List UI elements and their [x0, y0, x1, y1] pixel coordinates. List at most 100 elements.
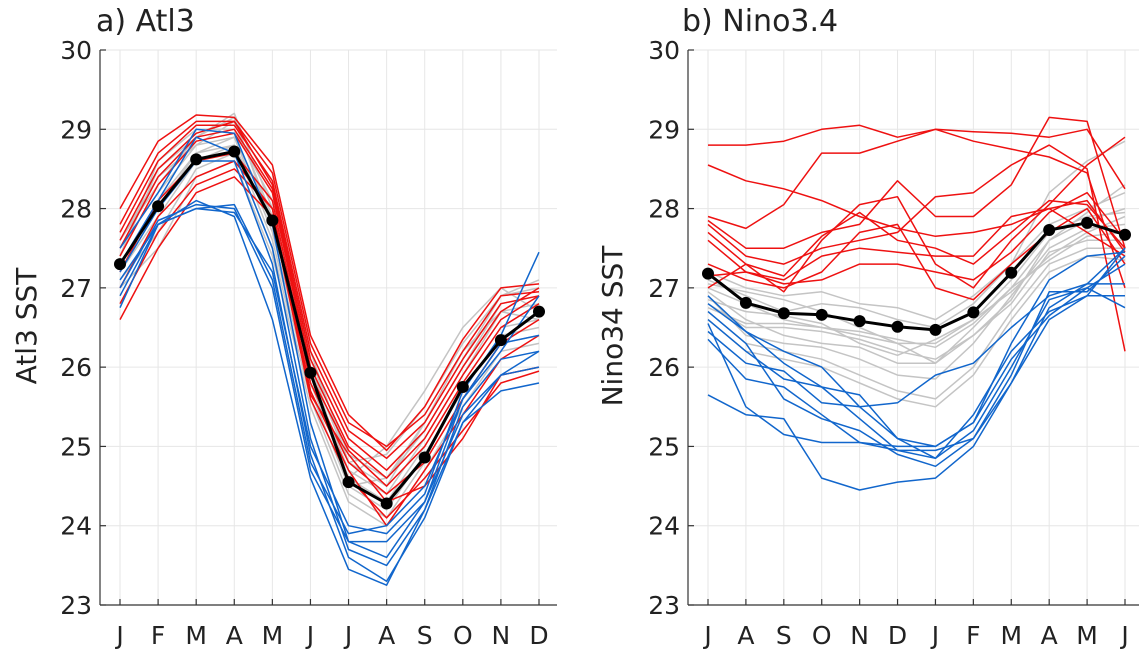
- panel-a-ylabel: Atl3 SST: [10, 267, 43, 385]
- panel-a-mean-point: [456, 380, 469, 393]
- panel-b-series-neutral-line: [707, 247, 1125, 400]
- panel-b-ytick-label: 30: [648, 36, 680, 65]
- panel-a-series-warm-line: [119, 160, 540, 527]
- panel-b-ytick-label: 27: [648, 274, 680, 303]
- panel-a-xtick-label: S: [417, 621, 433, 650]
- panel-b-series-neutral-line: [707, 192, 1126, 329]
- panel-b-series-warm-line: [707, 136, 1126, 293]
- panel-a-mean-point: [380, 497, 393, 510]
- panel-b-series-warm-line: [707, 207, 1126, 281]
- panel-a-mean-point: [114, 258, 126, 271]
- panel-b-mean-point: [777, 307, 790, 320]
- panel-b-series-cold-line: [707, 283, 1125, 408]
- panel-a-xtick-label: N: [492, 621, 511, 650]
- panel-a-series-warm-line: [119, 124, 540, 460]
- panel-b-series-neutral-line: [707, 184, 1126, 364]
- panel-a-series-cold-line: [119, 136, 540, 567]
- panel-b-mean-point: [702, 267, 714, 280]
- panel-b-xtick-label: M: [1076, 621, 1098, 650]
- panel-b-xtick-label: N: [850, 621, 869, 650]
- panel-a-ytick-label: 28: [60, 195, 92, 224]
- panel-a-ytick-label: 25: [60, 432, 92, 461]
- panel-b-series-warm-line: [707, 128, 1126, 289]
- panel-a-xtick-label: O: [453, 621, 473, 650]
- panel-b-mean-point: [853, 315, 866, 328]
- panel-b-mean-point: [1081, 216, 1094, 229]
- panel-b-series-warm-line: [707, 191, 1126, 285]
- panel-b-xtick-label: J: [702, 621, 711, 650]
- panel-b-ytick-label: 23: [648, 591, 680, 620]
- panel-b-series-warm-line: [708, 124, 1126, 190]
- panel-b-series-warm-line: [707, 144, 1126, 352]
- panel-b-series-neutral-line: [707, 207, 1126, 364]
- panel-b-ytick-label: 28: [648, 195, 680, 224]
- panel-a-axes: [99, 49, 557, 606]
- panel-b-xtick-label: J: [1119, 621, 1128, 650]
- panel-a-xtick-label: F: [151, 621, 165, 650]
- panel-b-mean-point: [967, 306, 980, 319]
- panel-a-xtick-label: J: [305, 621, 314, 650]
- panel-a-xtick-label: D: [529, 621, 548, 650]
- panel-a-mean-point: [342, 476, 355, 489]
- panel-b-axes: [687, 49, 1139, 606]
- panel-b-mean-point: [815, 308, 828, 321]
- panel-a-series-cold-line: [119, 128, 540, 559]
- panel-a-ytick-label: 27: [60, 274, 92, 303]
- panel-b-mean-point: [891, 320, 904, 333]
- panel-a-mean-point: [533, 305, 545, 318]
- panel-a-series-warm-line: [119, 128, 540, 479]
- panel-a-series-warm-line: [119, 114, 540, 452]
- panel-b-xtick-label: A: [737, 621, 754, 650]
- panel-a-title: a) Atl3: [96, 4, 195, 39]
- panel-a-series-warm-line: [119, 120, 540, 448]
- panel-b-xtick-label: J: [930, 621, 939, 650]
- panel-a-series-warm-line: [119, 168, 540, 503]
- panel-b-series-neutral-line: [707, 223, 1126, 380]
- panel-b-ytick-label: 25: [648, 432, 680, 461]
- panel-a-ytick-label: 23: [60, 591, 92, 620]
- panel-a-series-neutral-line: [119, 144, 540, 487]
- panel-b-ytick-label: 24: [648, 512, 680, 541]
- panel-b-series-warm-line: [707, 116, 1126, 249]
- panel-a-xtick-label: A: [378, 621, 395, 650]
- panel-a-mean-point: [418, 451, 431, 464]
- panel-b-xtick-label: F: [966, 621, 980, 650]
- panel-a-ytick-label: 30: [60, 36, 92, 65]
- panel-a-mean-point: [266, 214, 279, 227]
- panel-b-xtick-label: S: [776, 621, 792, 650]
- panel-b-series-neutral-line: [707, 215, 1126, 357]
- panel-a-series-warm-line: [119, 176, 540, 519]
- panel-b-series-cold-line: [707, 247, 1126, 452]
- panel-a-series-mean-line: [118, 150, 540, 505]
- panel-a-series-cold-line: [119, 203, 540, 543]
- panel-b-xtick-label: D: [888, 621, 907, 650]
- panel-b-ylabel: Nino34 SST: [596, 245, 629, 407]
- panel-a-xtick-label: M: [262, 621, 284, 650]
- panel-a-mean-point: [152, 200, 165, 213]
- panel-b-series-cold-line: [707, 295, 1125, 491]
- panel-b-series-warm-line: [707, 199, 1126, 277]
- panel-a-mean-point: [228, 145, 241, 158]
- panel-a-series-neutral-line: [119, 160, 540, 527]
- panel-b-xtick-label: A: [1041, 621, 1058, 650]
- panel-b-series-cold-line: [707, 287, 1126, 448]
- panel-b-series-cold-line: [707, 263, 1126, 460]
- panel-a-series-warm-line: [119, 152, 540, 495]
- panel-b-series-cold-line: [707, 247, 1126, 460]
- panel-a-ytick-label: 26: [60, 353, 92, 382]
- panel-a-mean-point: [494, 334, 507, 347]
- panel-b-series-neutral-line: [707, 140, 1126, 321]
- panel-a-series-neutral-line: [119, 152, 540, 519]
- panel-b-series-cold-line: [707, 255, 1126, 468]
- panel-b-series-warm-line: [707, 164, 1126, 253]
- panel-b-xtick-label: O: [812, 621, 832, 650]
- panel-b-mean-point: [1119, 228, 1131, 241]
- panel-b-title: b) Nino3.4: [682, 4, 838, 39]
- panel-b-series-mean-line: [707, 221, 1126, 332]
- panel-b-series-cold-line: [707, 251, 1126, 448]
- panel-a-xtick-label: A: [226, 621, 243, 650]
